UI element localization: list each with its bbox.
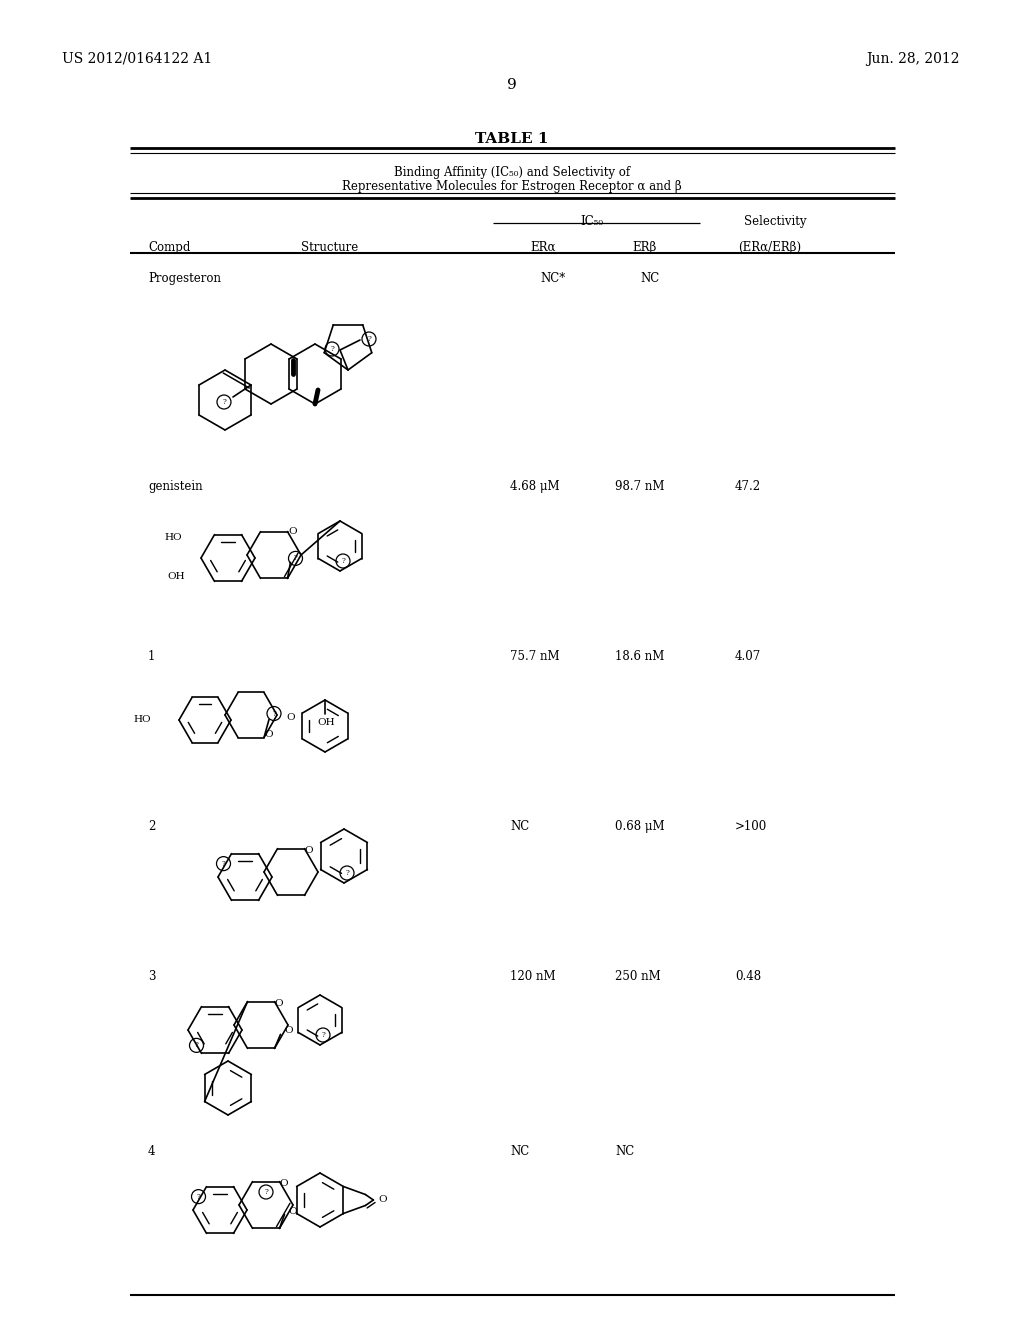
- Text: 75.7 nM: 75.7 nM: [510, 649, 560, 663]
- Text: Progesteron: Progesteron: [148, 272, 221, 285]
- Text: OH: OH: [317, 718, 335, 727]
- Text: NC: NC: [640, 272, 659, 285]
- Text: 18.6 nM: 18.6 nM: [615, 649, 665, 663]
- Text: O: O: [287, 713, 295, 722]
- Text: 4.07: 4.07: [735, 649, 761, 663]
- Text: ?: ?: [294, 554, 297, 562]
- Text: HO: HO: [133, 715, 151, 725]
- Text: Selectivity: Selectivity: [743, 215, 806, 228]
- Text: O: O: [304, 846, 312, 855]
- Text: US 2012/0164122 A1: US 2012/0164122 A1: [62, 51, 212, 66]
- Text: 0.68 μM: 0.68 μM: [615, 820, 665, 833]
- Text: Structure: Structure: [301, 242, 358, 253]
- Text: ERα: ERα: [530, 242, 556, 253]
- Text: 1: 1: [148, 649, 156, 663]
- Text: 4.68 μM: 4.68 μM: [510, 480, 560, 492]
- Text: genistein: genistein: [148, 480, 203, 492]
- Text: (ERα/ERβ): (ERα/ERβ): [738, 242, 802, 253]
- Text: NC*: NC*: [540, 272, 565, 285]
- Text: 0.48: 0.48: [735, 970, 761, 983]
- Text: 120 nM: 120 nM: [510, 970, 556, 983]
- Text: O: O: [264, 730, 273, 739]
- Text: OH: OH: [167, 572, 184, 581]
- Text: ?: ?: [345, 869, 349, 876]
- Text: IC₅₀: IC₅₀: [581, 215, 603, 228]
- Text: O: O: [285, 1026, 293, 1035]
- Text: NC: NC: [615, 1144, 634, 1158]
- Text: Binding Affinity (IC₅₀) and Selectivity of: Binding Affinity (IC₅₀) and Selectivity …: [394, 166, 630, 180]
- Text: >100: >100: [735, 820, 767, 833]
- Text: ?: ?: [330, 345, 334, 352]
- Text: ?: ?: [197, 1192, 201, 1201]
- Text: O: O: [378, 1196, 387, 1204]
- Text: ERβ: ERβ: [633, 242, 657, 253]
- Text: NC: NC: [510, 820, 529, 833]
- Text: Representative Molecules for Estrogen Receptor α and β: Representative Molecules for Estrogen Re…: [342, 180, 682, 193]
- Text: 98.7 nM: 98.7 nM: [615, 480, 665, 492]
- Text: O: O: [274, 999, 283, 1008]
- Text: Compd: Compd: [148, 242, 190, 253]
- Text: ?: ?: [222, 399, 226, 407]
- Text: 3: 3: [148, 970, 156, 983]
- Text: 4: 4: [148, 1144, 156, 1158]
- Text: ?: ?: [195, 1041, 199, 1049]
- Text: NC: NC: [510, 1144, 529, 1158]
- Text: 2: 2: [148, 820, 156, 833]
- Text: 250 nM: 250 nM: [615, 970, 660, 983]
- Text: 9: 9: [507, 78, 517, 92]
- Text: Jun. 28, 2012: Jun. 28, 2012: [866, 51, 961, 66]
- Text: ?: ?: [322, 1031, 325, 1039]
- Text: TABLE 1: TABLE 1: [475, 132, 549, 147]
- Text: ?: ?: [221, 859, 225, 867]
- Text: ?: ?: [264, 1188, 268, 1196]
- Text: ?: ?: [367, 335, 371, 343]
- Text: O: O: [280, 1179, 288, 1188]
- Text: ?: ?: [341, 557, 345, 565]
- Text: O: O: [288, 1206, 297, 1216]
- Text: HO: HO: [165, 533, 182, 543]
- Text: O: O: [288, 527, 297, 536]
- Text: ?: ?: [272, 710, 275, 718]
- Text: 47.2: 47.2: [735, 480, 761, 492]
